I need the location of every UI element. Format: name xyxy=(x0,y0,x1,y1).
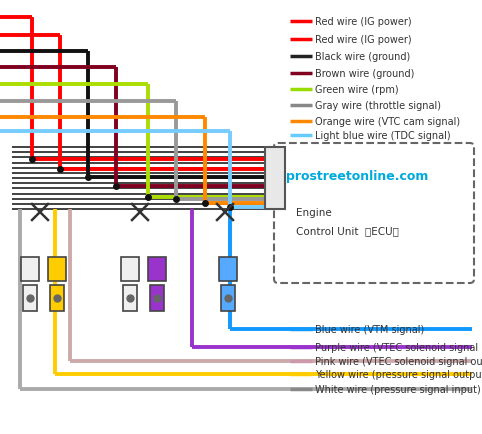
Text: Orange wire (VTC cam signal): Orange wire (VTC cam signal) xyxy=(315,117,460,127)
Bar xyxy=(221,285,235,311)
Text: Gray wire (throttle signal): Gray wire (throttle signal) xyxy=(315,101,441,111)
Bar xyxy=(123,285,137,311)
Bar xyxy=(50,285,64,311)
Text: Red wire (IG power): Red wire (IG power) xyxy=(315,35,412,45)
Bar xyxy=(265,148,285,210)
Text: Black wire (ground): Black wire (ground) xyxy=(315,52,410,62)
Bar xyxy=(121,257,139,281)
Text: prostreetonline.com: prostreetonline.com xyxy=(286,170,428,183)
Bar xyxy=(150,285,164,311)
Bar xyxy=(148,257,166,281)
Text: Pink wire (VTEC solenoid signal output): Pink wire (VTEC solenoid signal output) xyxy=(315,356,482,366)
Text: Red wire (IG power): Red wire (IG power) xyxy=(315,17,412,27)
Text: Brown wire (ground): Brown wire (ground) xyxy=(315,69,415,79)
Bar xyxy=(219,257,237,281)
Text: Yellow wire (pressure signal output): Yellow wire (pressure signal output) xyxy=(315,369,482,379)
Text: Light blue wire (TDC signal): Light blue wire (TDC signal) xyxy=(315,131,451,141)
Bar xyxy=(21,257,39,281)
Bar xyxy=(48,257,66,281)
Text: Blue wire (VTM signal): Blue wire (VTM signal) xyxy=(315,324,424,334)
Bar xyxy=(23,285,37,311)
FancyBboxPatch shape xyxy=(274,144,474,283)
Text: Engine: Engine xyxy=(296,207,332,217)
Text: Green wire (rpm): Green wire (rpm) xyxy=(315,85,399,95)
Text: Purple wire (VTEC solenoid signal input): Purple wire (VTEC solenoid signal input) xyxy=(315,342,482,352)
Text: White wire (pressure signal input): White wire (pressure signal input) xyxy=(315,384,481,394)
Text: Control Unit  （ECU）: Control Unit （ECU） xyxy=(296,226,399,236)
